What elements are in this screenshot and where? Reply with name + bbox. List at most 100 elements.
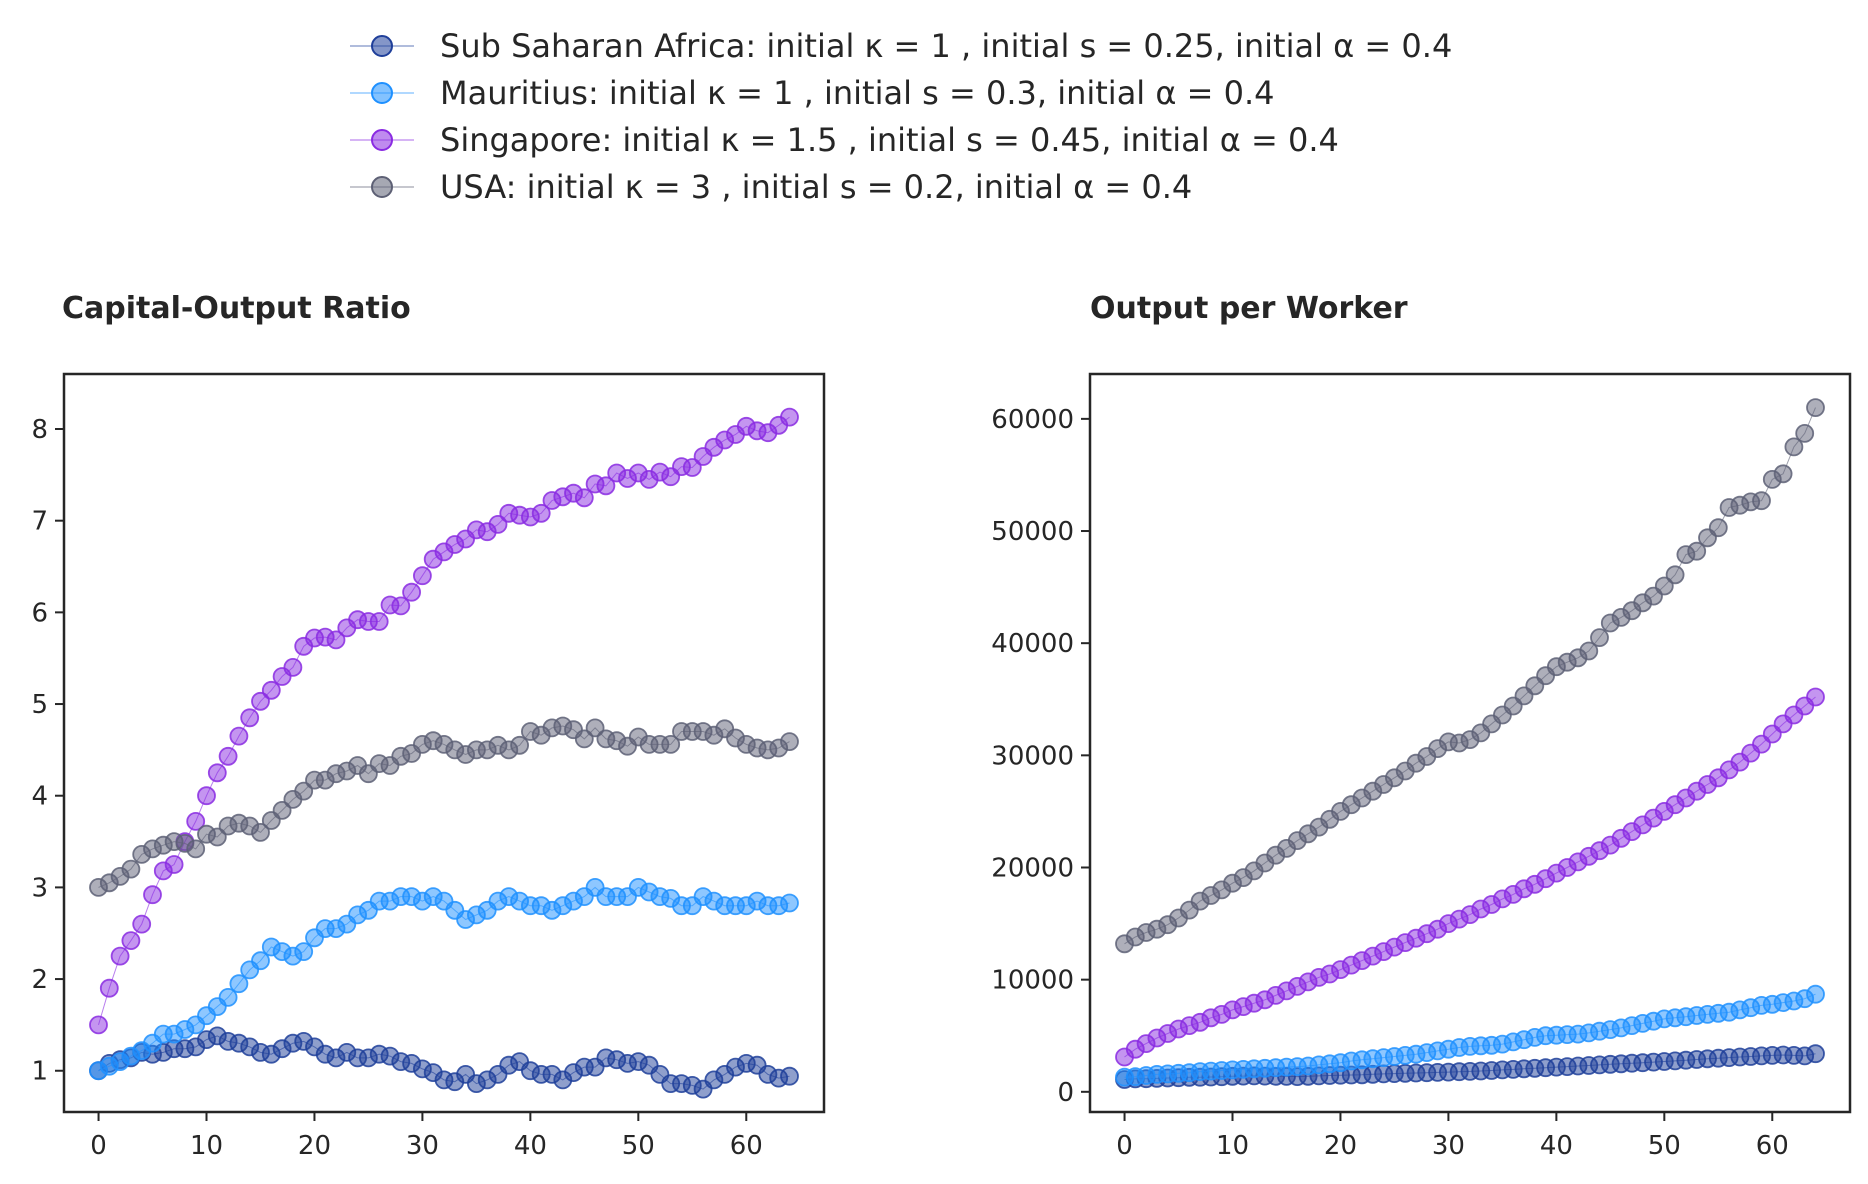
x-tick-label: 0 xyxy=(90,1131,107,1161)
data-point xyxy=(391,596,411,616)
series-line xyxy=(1124,407,1816,945)
legend-item: USA: initial κ = 3 , initial s = 0.2, in… xyxy=(350,168,1192,206)
x-tick-label: 60 xyxy=(730,1131,763,1161)
chart-title: Output per Worker xyxy=(1090,291,1408,326)
series-0 xyxy=(1115,1044,1825,1089)
data-point xyxy=(488,515,508,534)
x-tick-label: 60 xyxy=(1756,1131,1789,1161)
data-point xyxy=(780,893,799,913)
series-3 xyxy=(1115,398,1825,954)
data-point xyxy=(531,503,551,523)
data-point xyxy=(780,407,799,427)
data-point xyxy=(186,839,206,859)
legend-marker xyxy=(371,35,393,57)
data-point xyxy=(402,582,422,602)
data-point xyxy=(1590,628,1609,647)
legend-label: Sub Saharan Africa: initial κ = 1 , init… xyxy=(440,27,1452,65)
data-point xyxy=(132,914,152,934)
data-point xyxy=(110,946,130,966)
legend-item: Singapore: initial κ = 1.5 , initial s =… xyxy=(350,121,1339,159)
x-tick-label: 20 xyxy=(298,1131,331,1161)
series-3 xyxy=(89,716,799,897)
data-point xyxy=(574,488,594,508)
y-tick-label: 7 xyxy=(31,507,48,537)
data-point xyxy=(1708,518,1728,538)
data-point xyxy=(1795,423,1815,443)
x-tick-label: 10 xyxy=(190,1131,223,1161)
data-point xyxy=(143,885,162,905)
data-point xyxy=(240,708,260,728)
plot-frame xyxy=(62,372,826,1114)
data-point xyxy=(585,718,605,738)
data-point xyxy=(661,735,681,754)
data-point xyxy=(1654,576,1674,596)
plot-frame xyxy=(1088,372,1852,1114)
data-point xyxy=(1752,491,1771,511)
legend-label: Singapore: initial κ = 1.5 , initial s =… xyxy=(440,121,1339,159)
series-1 xyxy=(1115,984,1825,1087)
data-point xyxy=(251,823,270,842)
data-point xyxy=(1806,984,1825,1004)
data-point xyxy=(1806,398,1825,418)
series-2 xyxy=(89,407,799,1035)
data-point xyxy=(197,786,216,806)
data-point xyxy=(218,988,238,1007)
data-point xyxy=(574,729,594,749)
data-point xyxy=(596,476,616,496)
y-tick-label: 4 xyxy=(31,782,48,812)
data-point xyxy=(1687,541,1707,561)
data-point xyxy=(261,680,281,700)
legend-label: Mauritius: initial κ = 1 , initial s = 0… xyxy=(440,74,1275,112)
data-point xyxy=(412,566,432,586)
y-tick-label: 30000 xyxy=(991,741,1074,771)
data-point xyxy=(99,978,119,998)
y-tick-label: 3 xyxy=(31,873,48,903)
legend-marker xyxy=(371,82,393,104)
data-point xyxy=(1773,464,1793,484)
data-point xyxy=(229,726,249,746)
data-point xyxy=(326,630,346,650)
data-point xyxy=(1806,1044,1825,1064)
data-point xyxy=(510,735,529,755)
data-point xyxy=(121,931,141,950)
data-point xyxy=(780,732,799,751)
data-point xyxy=(1806,687,1825,707)
data-point xyxy=(186,812,206,831)
x-tick-label: 40 xyxy=(514,1131,547,1161)
data-point xyxy=(121,859,141,879)
data-point xyxy=(283,658,303,677)
x-tick-label: 50 xyxy=(622,1131,655,1161)
legend-item: Sub Saharan Africa: initial κ = 1 , init… xyxy=(350,27,1452,65)
data-point xyxy=(251,951,270,971)
capital-output-ratio-panel: Capital-Output Ratio 1 2 3 4 5 6 7 8 0 10 20 30 40 50… xyxy=(31,291,826,1161)
data-point xyxy=(89,1015,108,1035)
y-tick-label: 0 xyxy=(1057,1078,1074,1108)
y-tick-label: 60000 xyxy=(991,405,1074,435)
x-tick-label: 30 xyxy=(406,1131,439,1161)
data-point xyxy=(272,801,292,820)
data-point xyxy=(780,1066,799,1086)
data-point xyxy=(294,781,314,801)
data-point xyxy=(229,974,249,994)
series-line xyxy=(98,416,790,1026)
x-tick-label: 0 xyxy=(1116,1131,1133,1161)
y-tick-label: 1 xyxy=(31,1057,48,1087)
legend-label: USA: initial κ = 3 , initial s = 0.2, in… xyxy=(440,168,1192,206)
data-point xyxy=(207,763,227,783)
x-tick-label: 20 xyxy=(1324,1131,1357,1161)
data-point xyxy=(164,855,184,874)
series-2 xyxy=(1115,687,1825,1067)
x-tick-label: 40 xyxy=(1540,1131,1573,1161)
chart-title: Capital-Output Ratio xyxy=(62,291,411,326)
y-tick-label: 2 xyxy=(31,965,48,995)
y-tick-label: 6 xyxy=(31,598,48,628)
data-point xyxy=(218,746,238,766)
data-point xyxy=(369,612,389,631)
legend: Sub Saharan Africa: initial κ = 1 , init… xyxy=(350,27,1452,206)
data-point xyxy=(682,458,702,477)
data-point xyxy=(294,942,314,961)
legend-marker xyxy=(371,176,393,198)
series-1 xyxy=(89,878,799,1081)
